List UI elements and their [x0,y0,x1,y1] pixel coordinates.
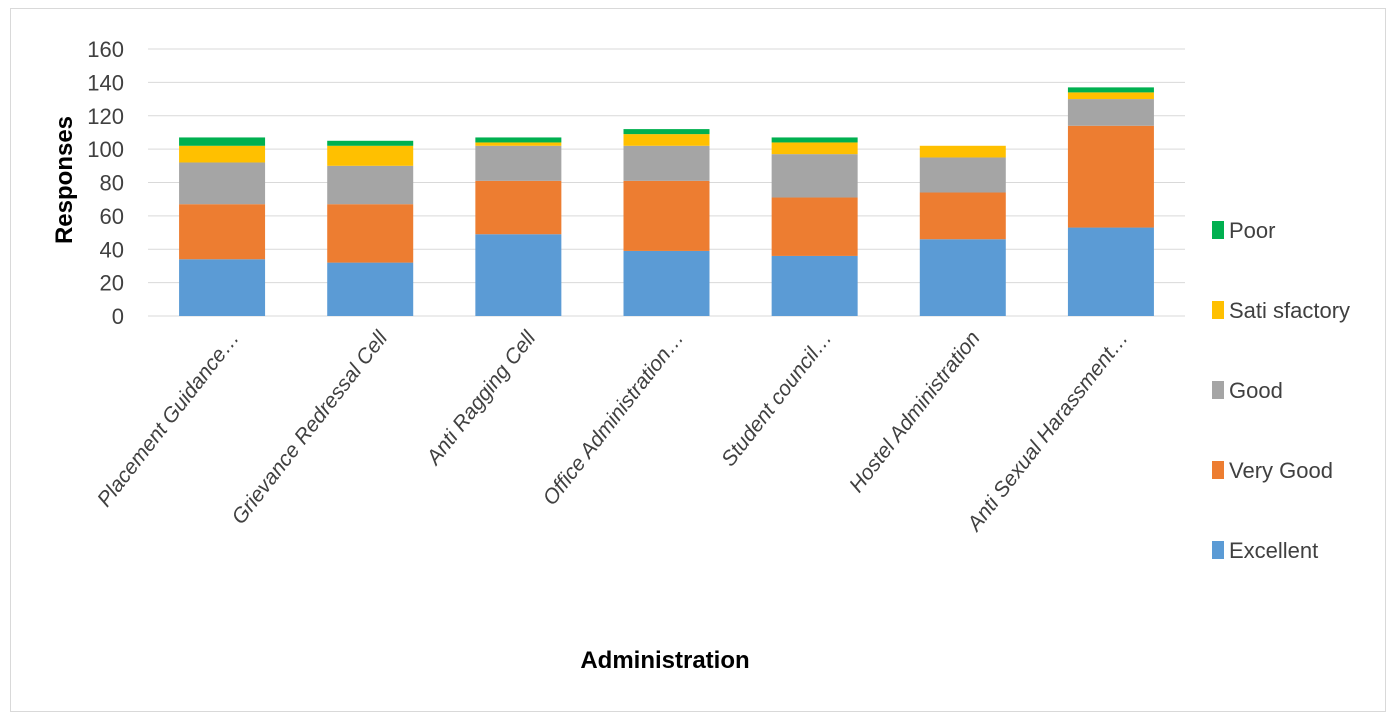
bar-segment-excellent [1067,227,1154,316]
bar-segment-good [919,157,1006,193]
x-tick-label: Student council… [717,327,836,471]
bar-segment-excellent [771,255,858,316]
bar-segment-poor [771,137,858,143]
legend-label: Good [1229,378,1283,403]
bar-segment-excellent [475,234,562,316]
bar-segment-good [771,154,858,198]
legend-swatch [1212,301,1224,319]
x-tick-label: Grievance Redressal Cell [227,326,393,529]
bar-segment-very-good [475,180,562,235]
bar-segment-poor [1067,87,1154,93]
legend-swatch [1212,541,1224,559]
bar-segment-poor [475,137,562,143]
bar-segment-poor [179,137,266,146]
x-tick-label: Hostel Administration [845,327,985,497]
bar-segment-satisfactory [919,145,1006,158]
bar-segment-good [623,145,710,181]
y-tick-label: 140 [87,70,124,95]
bar-segment-very-good [179,204,266,260]
legend-swatch [1212,381,1224,399]
y-axis-ticks: 0 20 40 60 80 100 120 140 160 [87,37,124,329]
legend-label: Excellent [1229,538,1318,563]
y-axis-title: Responses [51,116,78,244]
y-tick-label: 0 [112,304,124,329]
x-axis-ticks: Placement Guidance…Grievance Redressal C… [93,326,1133,537]
y-tick-label: 40 [100,237,124,262]
bar-segment-very-good [771,197,858,256]
bar-segment-excellent [919,239,1006,316]
bar-segment-very-good [1067,125,1154,228]
x-tick-label: Office Administration… [539,327,689,510]
bar-segment-satisfactory [327,145,414,166]
y-tick-label: 20 [100,271,124,296]
y-tick-label: 60 [100,204,124,229]
legend-label: Sati sfactory [1229,298,1350,323]
bar-segment-poor [327,140,414,146]
y-tick-label: 100 [87,137,124,162]
bar-segment-very-good [919,192,1006,240]
bar-segment-good [179,162,266,205]
legend-swatch [1212,221,1224,239]
bar-segment-satisfactory [475,142,562,146]
bar-segment-excellent [623,250,710,316]
bar-segment-excellent [327,262,414,316]
bar-segment-satisfactory [179,145,266,163]
legend-label: Very Good [1229,458,1333,483]
chart-frame [10,8,1386,712]
y-tick-label: 80 [100,171,124,196]
x-tick-label: Placement Guidance… [93,327,244,511]
legend: Poor Sati sfactory Good Very Good Excellent [1212,218,1350,563]
bar-segment-satisfactory [623,134,710,146]
y-tick-label: 120 [87,104,124,129]
bars [179,87,1154,316]
bar-segment-excellent [179,259,266,316]
bar-segment-satisfactory [771,142,858,155]
bar-segment-satisfactory [1067,92,1154,100]
x-tick-label: Anti Ragging Cell [421,326,541,471]
bar-segment-good [475,145,562,181]
legend-label: Poor [1229,218,1275,243]
legend-swatch [1212,461,1224,479]
x-axis-title: Administration [580,647,749,674]
bar-segment-poor [623,129,710,135]
bar-segment-very-good [327,204,414,263]
bar-segment-very-good [623,180,710,251]
x-tick-label: Anti Sexual Harassment… [962,327,1133,537]
bar-segment-good [1067,99,1154,126]
y-tick-label: 160 [87,37,124,62]
bar-segment-good [327,165,414,205]
